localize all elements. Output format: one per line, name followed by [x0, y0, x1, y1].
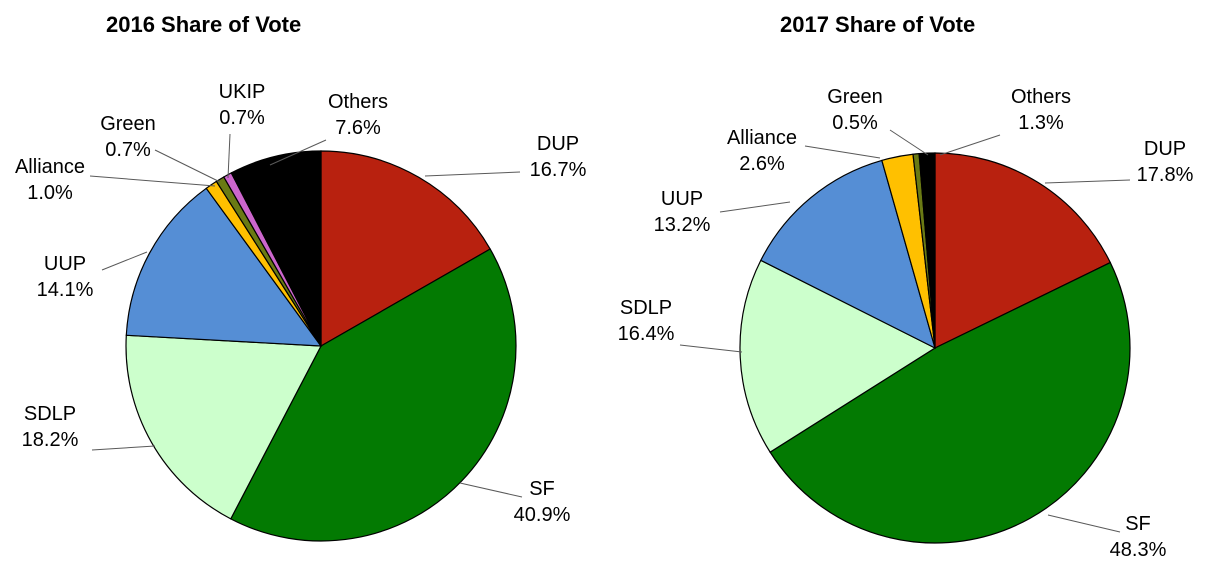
pie-2016-value-sdlp: 18.2%	[22, 429, 79, 451]
pie-2016-leader-ukip	[227, 133, 231, 179]
pie-2016-value-dup: 16.7%	[530, 159, 587, 181]
pie-2016-slice-dup	[320, 150, 491, 348]
pie-2017-slice-sf	[769, 261, 1131, 544]
pie-2017-label-sf: SF	[1125, 513, 1151, 535]
pie-2017-value-sdlp: 16.4%	[618, 323, 675, 345]
pie-2016-label-ukip: UKIP	[219, 81, 266, 103]
pie-2017-label-dup: DUP	[1144, 138, 1186, 160]
pie-2016-slice-others	[230, 150, 322, 347]
pie-2017-slice-uup	[759, 159, 936, 350]
pie-2016-value-ukip: 0.7%	[219, 107, 265, 129]
pie-2016-value-uup: 14.1%	[37, 279, 94, 301]
pie-2017-leader-dup	[1044, 179, 1131, 184]
pie-2016-leader-dup	[424, 171, 521, 177]
pie-2017-slice-sdlp	[739, 259, 937, 453]
pie-2017-value-sf: 48.3%	[1110, 539, 1167, 561]
pie-2016-leader-sdlp	[91, 445, 156, 451]
pie-2017-value-alliance: 2.6%	[739, 153, 785, 175]
chart-title-2016: 2016 Share of Vote	[106, 12, 302, 37]
pie-2017-slice-dup	[934, 152, 1112, 349]
pie-2017-leader-alliance	[804, 145, 881, 159]
pie-2016-label-sf: SF	[529, 478, 555, 500]
pie-2017-leader-sdlp	[679, 344, 743, 353]
pie-2017-leader-green	[889, 129, 929, 156]
pie-2016-value-green: 0.7%	[105, 139, 151, 161]
pie-2016-leader-sf	[459, 482, 523, 498]
pie-2016-label-dup: DUP	[537, 133, 579, 155]
pie-2016-slice-uup	[125, 187, 323, 347]
pie-2016-label-green: Green	[100, 113, 156, 135]
pie-2016-label-others: Others	[328, 91, 388, 113]
pie-2017-value-green: 0.5%	[832, 112, 878, 134]
pie-2016-slice-sdlp	[125, 334, 322, 520]
pie-2016-leader-others	[269, 139, 327, 166]
pie-2017-value-others: 1.3%	[1018, 112, 1064, 134]
pie-2016-leader-uup	[101, 251, 148, 271]
pie-2017-value-dup: 17.8%	[1137, 164, 1194, 186]
pie-2016-leader-alliance	[89, 175, 216, 187]
pie-2017-leader-others	[939, 134, 1001, 156]
pie-2016-value-alliance: 1.0%	[27, 182, 73, 204]
pie-2017-slice-others	[918, 152, 936, 349]
pie-2016-slice-sf	[229, 248, 517, 542]
pie-2017-label-others: Others	[1011, 86, 1071, 108]
pie-2016-value-sf: 40.9%	[514, 504, 571, 526]
pie-2016-label-alliance: Alliance	[15, 156, 85, 178]
pie-2017-leader-uup	[719, 201, 791, 213]
pie-2016-label-sdlp: SDLP	[24, 403, 76, 425]
pie-2017-leader-sf	[1047, 514, 1121, 533]
pie-2017-value-uup: 13.2%	[654, 214, 711, 236]
pie-2017-label-uup: UUP	[661, 188, 703, 210]
pie-2016-leader-green	[154, 149, 221, 183]
pie-2017-label-green: Green	[827, 86, 883, 108]
pie-2017-label-alliance: Alliance	[727, 127, 797, 149]
pie-2016-label-uup: UUP	[44, 253, 86, 275]
chart-title-2017: 2017 Share of Vote	[780, 12, 976, 37]
pie-2016-value-others: 7.6%	[335, 117, 381, 139]
pie-2017-label-sdlp: SDLP	[620, 297, 672, 319]
